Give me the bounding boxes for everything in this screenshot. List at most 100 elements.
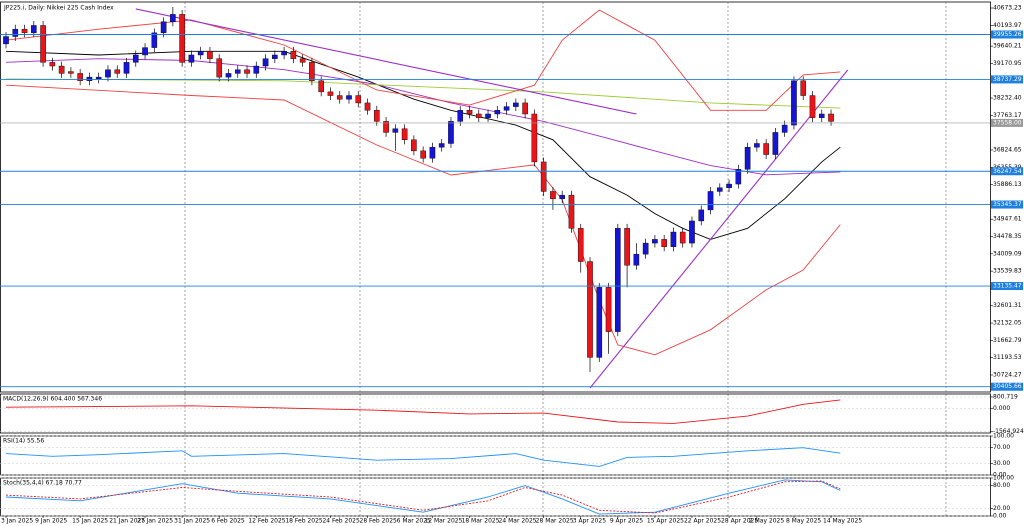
candle-body: [466, 110, 473, 115]
candle-body: [114, 69, 121, 74]
x-tick-label: 9 Jan 2025: [35, 518, 67, 525]
y-tick-label: 40193.97: [993, 22, 1022, 29]
y-tick-label: 20.00: [993, 505, 1010, 512]
indicator-title: MACD(12,26,9) 604.400 567.346: [3, 396, 102, 403]
candle-body: [587, 261, 593, 358]
candle-body: [475, 113, 482, 118]
candle-body: [336, 95, 343, 100]
candle-body: [494, 110, 501, 115]
level-tag: [991, 282, 1023, 291]
candle-body: [3, 36, 9, 45]
candle-body: [207, 51, 213, 59]
candle-body: [151, 32, 158, 48]
candle-body: [689, 220, 695, 244]
level-label: 38737.29: [993, 76, 1022, 83]
candle-body: [77, 73, 83, 81]
level-label: 33135.47: [993, 283, 1022, 290]
x-tick-label: 12 Mar 2025: [424, 518, 462, 525]
indicator-frame: [0, 477, 991, 517]
candle-body: [234, 69, 241, 74]
candle-body: [438, 143, 445, 148]
candle-body: [744, 146, 751, 170]
candle-body: [244, 69, 250, 74]
candle-body: [577, 228, 584, 262]
candle-body: [318, 80, 324, 93]
candle-body: [197, 51, 204, 56]
candle-body: [392, 128, 399, 133]
candle-body: [374, 110, 380, 122]
x-tick-label: 2 May 2025: [749, 518, 784, 525]
y-tick-label: 100.00: [993, 475, 1014, 482]
y-tick-label: 30.00: [993, 460, 1010, 467]
x-tick-label: 14 May 2025: [823, 518, 862, 525]
x-tick-label: 6 Feb 2025: [211, 518, 245, 525]
candle-body: [707, 191, 714, 211]
x-tick-label: 18 Feb 2025: [285, 518, 323, 525]
candle-body: [605, 287, 612, 332]
candle-body: [698, 209, 705, 222]
y-tick-label: 31662.79: [993, 337, 1022, 344]
x-tick-label: 15 Apr 2025: [647, 518, 684, 525]
y-tick-label: -1564.924: [993, 428, 1024, 435]
level-label: 35345.37: [993, 201, 1022, 208]
candle-body: [531, 113, 538, 163]
indicator-title: Stoch(35,4,4) 67.18 70.77: [3, 480, 82, 487]
level-tag: [991, 200, 1023, 209]
y-tick-label: 800.719: [993, 393, 1018, 400]
candle-body: [670, 231, 677, 247]
candle-body: [781, 124, 788, 133]
candle-body: [364, 102, 371, 111]
x-tick-label: 28 Feb 2025: [360, 518, 398, 525]
candle-body: [513, 102, 519, 107]
candle-body: [355, 95, 362, 104]
candle-body: [132, 54, 139, 63]
candle-body: [828, 113, 834, 122]
x-tick-label: 28 Mar 2025: [536, 518, 574, 525]
level-tag: [991, 382, 1023, 391]
y-tick-label: 40673.23: [993, 5, 1022, 12]
y-tick-label: 32601.31: [993, 302, 1022, 309]
level-tag: [991, 75, 1023, 84]
x-tick-label: 12 Feb 2025: [248, 518, 286, 525]
candle-body: [568, 194, 575, 229]
x-tick-label: 3 Jan 2025: [1, 518, 33, 525]
candle-body: [31, 25, 37, 34]
y-tick-label: 36824.65: [993, 146, 1022, 153]
candle-body: [763, 143, 769, 155]
level-tag: [991, 30, 1023, 39]
candle-body: [485, 113, 491, 118]
candle-body: [383, 121, 389, 133]
y-tick-label: 39640.21: [993, 43, 1022, 50]
y-tick-label: 34478.35: [993, 233, 1022, 240]
candle-body: [40, 25, 46, 63]
y-tick-label: 38232.40: [993, 95, 1022, 102]
x-tick-label: 31 Jan 2025: [174, 518, 210, 525]
candle-body: [540, 161, 547, 192]
candle-body: [123, 62, 130, 74]
level-label: 39955.26: [993, 31, 1022, 38]
indicator-line: [5, 50, 841, 240]
x-tick-label: 24 Mar 2025: [499, 518, 537, 525]
candle-body: [800, 80, 807, 96]
candle-body: [559, 194, 565, 200]
indicator-frame: [0, 393, 991, 434]
candle-body: [95, 76, 102, 80]
y-tick-label: 31193.53: [993, 354, 1022, 361]
candle-body: [652, 239, 658, 244]
y-tick-label: 100.00: [993, 433, 1014, 440]
current-price-label: 37558.00: [993, 119, 1022, 126]
y-tick-label: 35886.13: [993, 181, 1022, 188]
candle-body: [818, 113, 825, 118]
x-tick-label: 27 Jan 2025: [137, 518, 173, 525]
candle-body: [179, 14, 185, 63]
candle-body: [642, 242, 649, 255]
x-tick-label: 28 Apr 2025: [721, 518, 758, 525]
y-tick-label: 34009.09: [993, 250, 1022, 257]
candle-body: [550, 191, 556, 200]
candle-body: [633, 253, 640, 266]
candle-body: [716, 187, 723, 192]
x-tick-label: 9 Apr 2025: [610, 518, 643, 525]
candle-body: [661, 239, 667, 247]
